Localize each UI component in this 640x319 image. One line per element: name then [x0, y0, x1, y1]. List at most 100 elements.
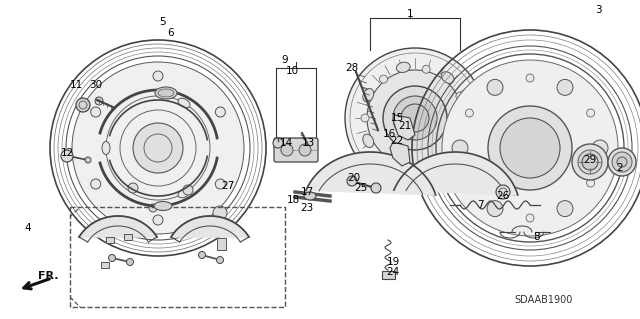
- Circle shape: [153, 71, 163, 81]
- Circle shape: [128, 183, 138, 193]
- Circle shape: [496, 185, 510, 199]
- Text: 16: 16: [382, 129, 396, 139]
- Ellipse shape: [154, 202, 172, 211]
- Text: 20: 20: [348, 173, 360, 183]
- Circle shape: [213, 206, 227, 220]
- Circle shape: [557, 201, 573, 217]
- Polygon shape: [390, 142, 410, 166]
- Circle shape: [488, 106, 572, 190]
- Text: 8: 8: [534, 232, 540, 242]
- Text: 6: 6: [168, 28, 174, 38]
- Circle shape: [149, 204, 157, 212]
- Text: 19: 19: [387, 257, 399, 267]
- Circle shape: [215, 107, 225, 117]
- Circle shape: [215, 179, 225, 189]
- Circle shape: [345, 48, 485, 188]
- Ellipse shape: [178, 98, 190, 108]
- Text: 29: 29: [584, 155, 596, 165]
- Circle shape: [587, 109, 595, 117]
- Polygon shape: [393, 115, 415, 140]
- Text: 21: 21: [398, 121, 412, 131]
- Circle shape: [127, 258, 134, 265]
- Text: 25: 25: [355, 183, 367, 193]
- Text: 9: 9: [282, 55, 288, 65]
- Circle shape: [85, 157, 91, 163]
- Circle shape: [526, 74, 534, 82]
- Circle shape: [582, 154, 598, 170]
- Circle shape: [587, 179, 595, 187]
- Text: 1: 1: [406, 9, 413, 19]
- Ellipse shape: [396, 164, 410, 174]
- Circle shape: [422, 163, 430, 171]
- Ellipse shape: [363, 134, 374, 147]
- Text: 4: 4: [25, 223, 31, 233]
- Circle shape: [273, 138, 283, 148]
- Circle shape: [347, 176, 357, 186]
- Circle shape: [367, 70, 463, 166]
- Ellipse shape: [396, 62, 410, 72]
- FancyBboxPatch shape: [124, 234, 132, 240]
- Circle shape: [592, 140, 608, 156]
- Text: 11: 11: [69, 80, 83, 90]
- Circle shape: [465, 179, 474, 187]
- Text: 23: 23: [300, 203, 314, 213]
- Polygon shape: [171, 216, 249, 237]
- Circle shape: [422, 65, 430, 73]
- Circle shape: [456, 135, 464, 143]
- Polygon shape: [394, 152, 518, 195]
- Circle shape: [109, 255, 115, 262]
- Circle shape: [500, 118, 560, 178]
- Text: 30: 30: [90, 80, 102, 90]
- Circle shape: [361, 114, 369, 122]
- Text: 15: 15: [390, 113, 404, 123]
- Circle shape: [371, 183, 381, 193]
- Circle shape: [578, 150, 602, 174]
- Circle shape: [442, 60, 618, 236]
- Text: 5: 5: [160, 17, 166, 27]
- FancyBboxPatch shape: [274, 138, 318, 162]
- Text: 13: 13: [301, 138, 315, 148]
- Ellipse shape: [442, 152, 454, 164]
- FancyBboxPatch shape: [217, 238, 226, 250]
- FancyBboxPatch shape: [382, 271, 395, 279]
- Circle shape: [526, 214, 534, 222]
- Text: 12: 12: [60, 148, 74, 158]
- Circle shape: [72, 62, 244, 234]
- Text: 14: 14: [280, 138, 292, 148]
- Text: 26: 26: [497, 191, 509, 201]
- Circle shape: [198, 251, 205, 258]
- Ellipse shape: [363, 89, 374, 102]
- Ellipse shape: [304, 192, 316, 200]
- Circle shape: [95, 97, 103, 105]
- Circle shape: [153, 215, 163, 225]
- Circle shape: [452, 140, 468, 156]
- Circle shape: [281, 144, 293, 156]
- Circle shape: [393, 96, 437, 140]
- FancyBboxPatch shape: [106, 237, 114, 243]
- Text: 27: 27: [221, 181, 235, 191]
- Circle shape: [612, 152, 632, 172]
- Ellipse shape: [178, 188, 190, 198]
- Polygon shape: [306, 152, 436, 195]
- Text: 10: 10: [285, 66, 299, 76]
- Text: SDAAB1900: SDAAB1900: [515, 295, 573, 305]
- Ellipse shape: [102, 142, 110, 154]
- Circle shape: [383, 86, 447, 150]
- Circle shape: [91, 179, 100, 189]
- Circle shape: [299, 144, 311, 156]
- Circle shape: [76, 98, 90, 112]
- Text: FR.: FR.: [38, 271, 58, 281]
- Circle shape: [557, 79, 573, 95]
- Text: 22: 22: [390, 136, 404, 146]
- Text: 18: 18: [286, 195, 300, 205]
- Ellipse shape: [462, 111, 472, 125]
- Polygon shape: [79, 216, 157, 237]
- Text: 24: 24: [387, 267, 399, 277]
- Text: 2: 2: [617, 163, 623, 173]
- Circle shape: [401, 104, 429, 132]
- Circle shape: [61, 150, 73, 162]
- Ellipse shape: [158, 89, 174, 97]
- FancyBboxPatch shape: [101, 262, 109, 268]
- Circle shape: [572, 144, 608, 180]
- Text: 17: 17: [300, 187, 314, 197]
